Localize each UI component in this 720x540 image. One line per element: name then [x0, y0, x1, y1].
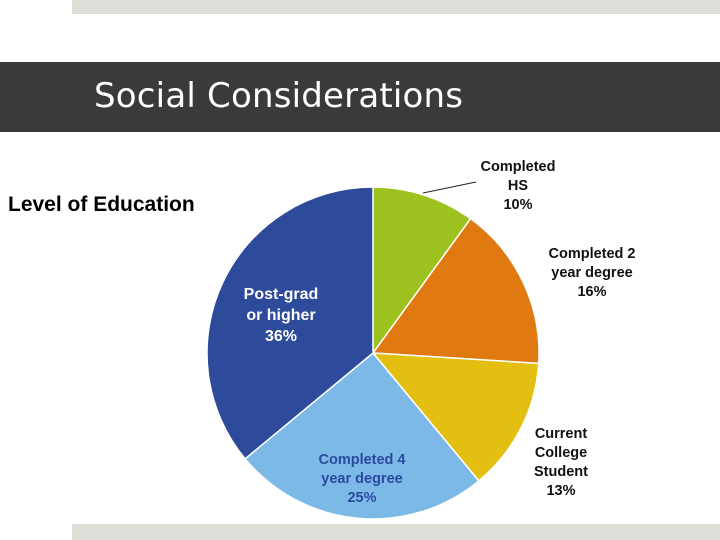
label-line: Completed [480, 159, 556, 175]
label-line: or higher [246, 307, 316, 324]
pie-slice-completed-2-year-degree [372, 217, 540, 365]
label-current-college: Current College Student 13% [510, 425, 612, 501]
label-post-grad: Post-grad or higher 36% [226, 284, 336, 347]
chart-subtitle: Level of Education [8, 193, 195, 216]
label-value: 25% [347, 490, 377, 506]
title-band [0, 62, 720, 132]
label-line: Post-grad [243, 286, 319, 303]
label-completed-4-year: Completed 4 year degree 25% [302, 451, 422, 508]
label-line: Current [534, 426, 588, 442]
label-line: Student [534, 464, 588, 480]
bottom-decor-strip [72, 524, 720, 540]
label-line: College [534, 445, 588, 461]
label-line: year degree [321, 471, 403, 487]
label-value: 16% [577, 284, 607, 300]
label-completed-2-year: Completed 2 year degree 16% [536, 245, 648, 302]
pie-slice-completed-4-year-degree [244, 352, 480, 520]
top-decor-strip [72, 0, 720, 14]
pie-slice-post-grad-or-higher [206, 186, 374, 460]
label-line: Completed 4 [318, 452, 406, 468]
pie-slice-completed-hs [372, 186, 472, 354]
label-completed-hs: Completed HS 10% [462, 158, 574, 215]
label-value: 36% [264, 328, 298, 345]
leader-line-completed-hs [422, 181, 477, 194]
label-value: 10% [503, 197, 533, 213]
label-value: 13% [546, 483, 576, 499]
slide-title: Social Considerations [94, 76, 464, 116]
pie-slice-current-college-student [372, 352, 540, 482]
label-line: HS [507, 178, 529, 194]
label-line: year degree [551, 265, 633, 281]
label-line: Completed 2 [548, 246, 636, 262]
